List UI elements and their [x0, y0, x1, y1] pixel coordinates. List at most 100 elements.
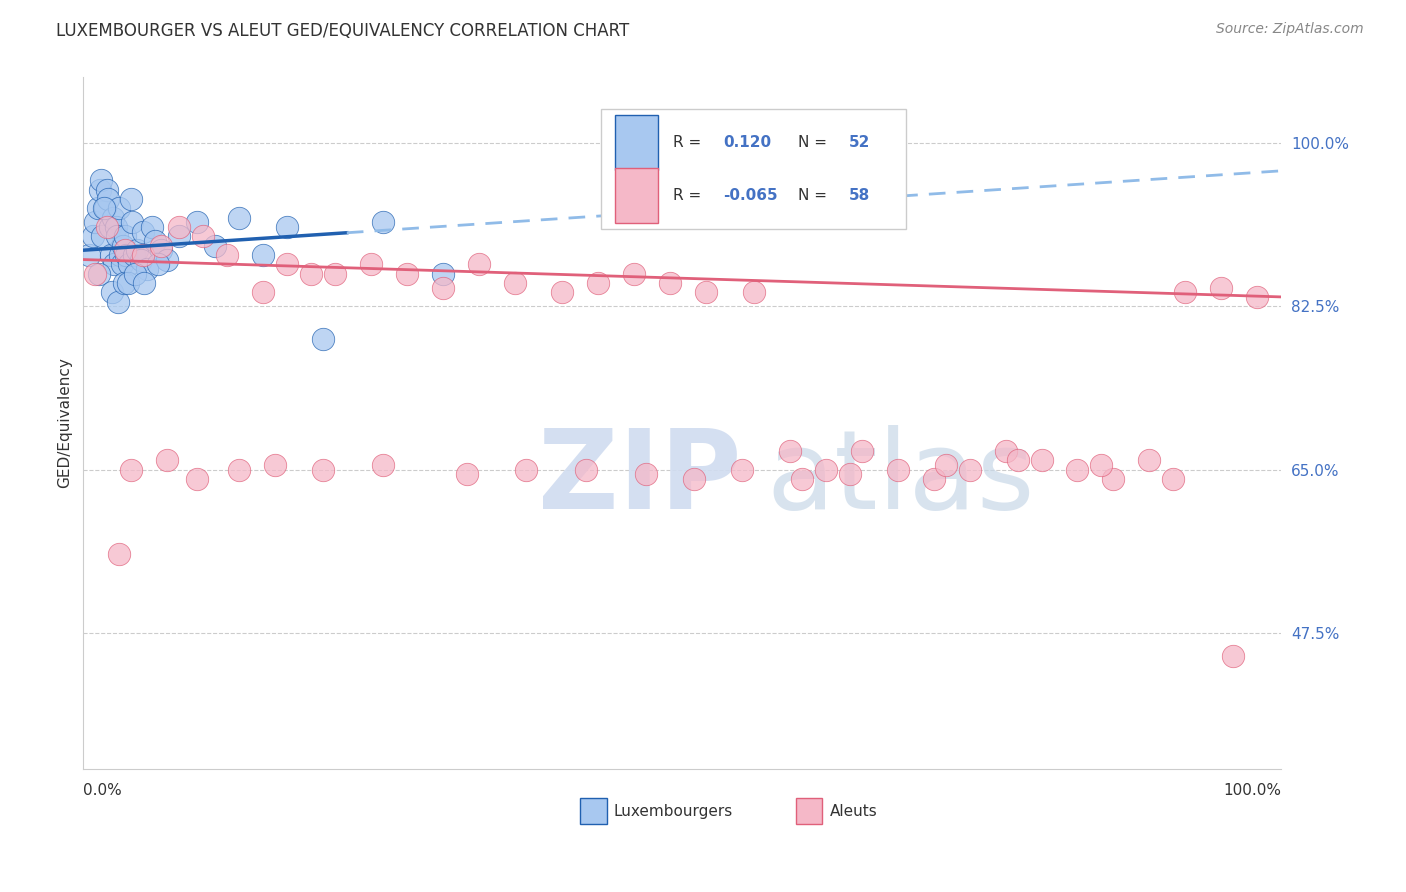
Point [115, 248, 138, 262]
Point [129, 252, 152, 267]
Point [623, 267, 645, 281]
Point [683, 472, 706, 486]
Text: 0.120: 0.120 [723, 135, 770, 150]
Point [84, 215, 107, 229]
Point [82, 229, 104, 244]
Point [100, 248, 122, 262]
Point [132, 248, 155, 262]
Point [146, 257, 169, 271]
Point [851, 444, 873, 458]
Point [135, 261, 157, 276]
Point [186, 472, 208, 486]
Point [1102, 472, 1125, 486]
Point [114, 229, 136, 244]
Point [299, 267, 322, 281]
Point [1174, 285, 1197, 300]
Point [122, 248, 145, 262]
Point [456, 467, 478, 482]
Point [312, 463, 335, 477]
FancyBboxPatch shape [581, 797, 607, 824]
Point [96, 219, 118, 234]
Point [97, 192, 120, 206]
Point [167, 229, 190, 244]
Point [186, 215, 208, 229]
Point [86, 201, 108, 215]
Point [114, 244, 136, 258]
Point [77, 248, 100, 262]
Point [121, 215, 143, 229]
Point [167, 219, 190, 234]
Point [659, 276, 682, 290]
Point [575, 463, 598, 477]
Point [117, 276, 139, 290]
Point [276, 219, 298, 234]
Point [1066, 463, 1088, 477]
Text: R =: R = [672, 135, 706, 150]
Text: atlas: atlas [766, 425, 1035, 532]
Point [110, 248, 132, 262]
Point [90, 173, 112, 187]
FancyBboxPatch shape [600, 109, 907, 229]
Point [360, 257, 382, 271]
Point [98, 219, 121, 234]
Point [108, 201, 131, 215]
Point [120, 463, 142, 477]
Point [814, 463, 837, 477]
Point [1211, 280, 1233, 294]
Point [107, 294, 129, 309]
Point [105, 229, 128, 244]
Text: 0.0%: 0.0% [83, 782, 122, 797]
Point [503, 276, 526, 290]
Text: 100.0%: 100.0% [1223, 782, 1281, 797]
Point [432, 280, 454, 294]
Point [127, 244, 149, 258]
Point [204, 238, 226, 252]
Point [134, 276, 156, 290]
Point [551, 285, 574, 300]
Point [252, 248, 274, 262]
Point [87, 267, 110, 281]
Point [742, 285, 765, 300]
Point [371, 215, 394, 229]
Text: N =: N = [799, 188, 832, 203]
Point [84, 267, 107, 281]
FancyBboxPatch shape [614, 115, 658, 170]
Point [1137, 453, 1160, 467]
Point [779, 444, 801, 458]
Point [124, 267, 146, 281]
Point [120, 192, 142, 206]
Point [108, 547, 131, 561]
Text: N =: N = [799, 135, 832, 150]
Point [96, 182, 118, 196]
Text: LUXEMBOURGER VS ALEUT GED/EQUIVALENCY CORRELATION CHART: LUXEMBOURGER VS ALEUT GED/EQUIVALENCY CO… [56, 22, 630, 40]
Point [103, 211, 125, 225]
Point [838, 467, 860, 482]
Text: 58: 58 [849, 188, 870, 203]
Point [89, 182, 111, 196]
Point [93, 201, 115, 215]
Text: Luxembourgers: Luxembourgers [614, 804, 733, 819]
Point [104, 219, 127, 234]
Point [264, 458, 287, 472]
Text: 52: 52 [849, 135, 870, 150]
Point [111, 257, 134, 271]
Point [731, 463, 754, 477]
Point [695, 285, 717, 300]
Point [1222, 649, 1244, 664]
Point [228, 211, 250, 225]
Text: Source: ZipAtlas.com: Source: ZipAtlas.com [1216, 22, 1364, 37]
Point [994, 444, 1017, 458]
Point [1007, 453, 1029, 467]
FancyBboxPatch shape [796, 797, 823, 824]
Point [112, 276, 135, 290]
Point [215, 248, 238, 262]
Point [395, 267, 418, 281]
Point [111, 238, 134, 252]
Point [156, 252, 179, 267]
Point [94, 201, 117, 215]
Point [276, 257, 298, 271]
Point [432, 267, 454, 281]
Y-axis label: GED/Equivalency: GED/Equivalency [58, 358, 72, 489]
Point [132, 225, 155, 239]
Point [103, 257, 125, 271]
